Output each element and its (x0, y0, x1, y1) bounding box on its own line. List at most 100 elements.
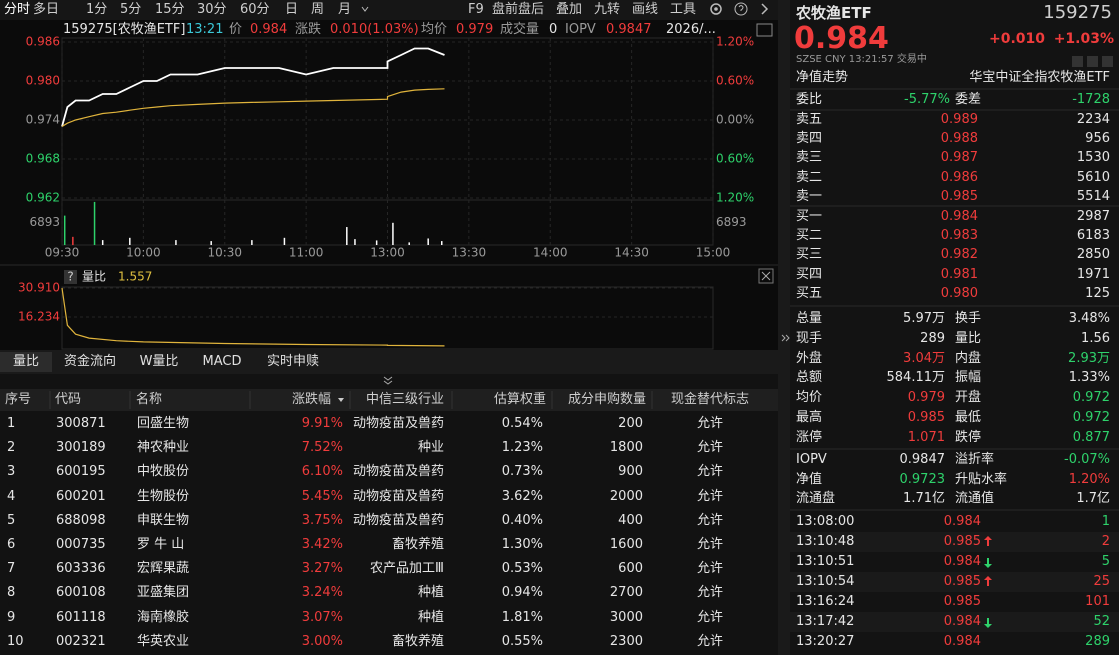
tab[interactable]: 资金流向 (63, 354, 116, 369)
volume-bar (72, 236, 74, 245)
tab[interactable]: 量比 (0, 352, 52, 372)
settings-icon[interactable] (710, 3, 722, 15)
tool-button[interactable]: 盘前盘后 (492, 2, 545, 17)
table-cell: 0.73% (501, 464, 543, 480)
column-header[interactable]: 估算权重 (493, 392, 546, 407)
volume-bar (375, 240, 378, 245)
trade-time: 13:17:42 (796, 614, 855, 629)
column-header[interactable]: 涨跌幅 (292, 392, 332, 407)
table-cell: 动物疫苗及兽药 (352, 416, 444, 431)
column-header[interactable]: 代码 (55, 392, 82, 407)
column-header[interactable]: 中信三级行业 (365, 392, 444, 407)
table-cell: 1.30% (501, 537, 543, 552)
stat-label: 委比 (796, 92, 823, 107)
table-cell: 10 (7, 633, 24, 649)
volume-bar (346, 227, 348, 245)
tool-button[interactable]: 画线 (632, 2, 659, 17)
tool-button[interactable]: 叠加 (556, 2, 583, 17)
table-cell: 5 (7, 512, 16, 528)
last-price: 0.984 (794, 21, 889, 56)
tool-button[interactable]: F9 (468, 2, 484, 17)
table-panel (0, 374, 778, 655)
x-tick-label: 09:30 (45, 246, 80, 260)
expand-icon[interactable] (383, 376, 393, 385)
trade-volume: 2 (1101, 534, 1110, 549)
period-dropdown[interactable] (361, 6, 369, 12)
stat-label: IOPV (796, 452, 827, 467)
table-cell: 300871 (56, 416, 106, 431)
level-volume: 2850 (1076, 247, 1110, 263)
column-header[interactable]: 现金替代标志 (670, 392, 749, 407)
stat-label: 振幅 (955, 370, 982, 386)
stat-label: 涨停 (796, 429, 823, 445)
info-field: 0 (549, 22, 558, 37)
average-line (61, 88, 445, 128)
table-cell: 200 (618, 416, 643, 431)
stat-value: 3.04万 (903, 350, 945, 366)
table-cell: 0.53% (501, 561, 543, 577)
period-button[interactable]: 月 (338, 2, 352, 17)
table-cell: 允许 (696, 609, 723, 625)
collapse-arrow[interactable] (761, 3, 769, 15)
y2-tick-label: 1.20% (716, 35, 754, 49)
level-volume: 1530 (1076, 150, 1110, 166)
wp-icon[interactable] (756, 23, 773, 37)
table-cell: 1.23% (501, 440, 543, 456)
table-cell: 002321 (56, 633, 106, 649)
row-stripe (790, 612, 1119, 632)
tab[interactable]: W量比 (139, 354, 179, 369)
period-button[interactable]: 分时 (4, 2, 31, 17)
ratio-tick-label: 16.234 (18, 309, 60, 323)
tool-button[interactable]: 工具 (670, 2, 697, 17)
table-cell: 种业 (417, 440, 444, 456)
table-cell: 600108 (56, 585, 106, 601)
table-cell: 允许 (696, 633, 723, 649)
column-header[interactable]: 名称 (136, 392, 163, 407)
table-cell: 华英农业 (137, 633, 190, 649)
price-change: +0.010 (988, 31, 1045, 47)
splitter[interactable] (778, 0, 790, 655)
period-button[interactable]: 1分 (86, 2, 108, 17)
volume-tick-label: 6893 (29, 215, 60, 229)
table-cell: 6 (7, 537, 16, 552)
tab[interactable]: MACD (202, 354, 242, 369)
tab-bar (0, 350, 778, 374)
table-cell: 600201 (56, 488, 106, 504)
x-tick-label: 14:30 (614, 246, 649, 260)
table-header (0, 389, 778, 411)
table-cell: 5.45% (301, 488, 343, 504)
splitter-arrow[interactable] (781, 334, 790, 342)
period-button[interactable]: 5分 (120, 2, 142, 17)
table-cell: 9 (7, 609, 16, 625)
stat-value: 2.93万 (1068, 350, 1110, 366)
tool-button[interactable]: 九转 (594, 2, 621, 17)
level-volume: 6183 (1076, 228, 1110, 244)
help-icon[interactable] (734, 2, 748, 16)
tab[interactable]: 实时申赎 (266, 354, 319, 369)
x-tick-label: 13:30 (452, 246, 487, 260)
level-volume: 5514 (1076, 188, 1110, 204)
volume-bar (354, 239, 356, 245)
volume-bar (129, 237, 131, 245)
stat-label: 委差 (955, 92, 982, 107)
period-button[interactable]: 周 (311, 2, 325, 17)
period-button[interactable]: 多日 (33, 2, 60, 17)
stat-label: 溢折率 (955, 452, 995, 467)
period-button[interactable]: 15分 (155, 2, 185, 17)
table-cell: 2700 (609, 585, 643, 601)
column-header[interactable]: 成分申购数量 (567, 392, 646, 407)
period-button[interactable]: 日 (285, 2, 299, 17)
quote-tools[interactable] (1072, 56, 1113, 67)
column-header[interactable]: 序号 (5, 392, 32, 407)
nav-link[interactable]: 净值走势 (796, 70, 849, 85)
trade-arrow (984, 618, 992, 628)
table-cell: 3.62% (501, 488, 543, 504)
close-button[interactable] (758, 268, 774, 284)
level-label: 卖五 (796, 112, 823, 127)
table-cell: 宏辉果蔬 (137, 561, 190, 577)
period-button[interactable]: 60分 (240, 2, 270, 17)
stat-value: 1.071 (907, 429, 945, 445)
security-code: 159275 (1043, 2, 1112, 23)
period-button[interactable]: 30分 (197, 2, 227, 17)
